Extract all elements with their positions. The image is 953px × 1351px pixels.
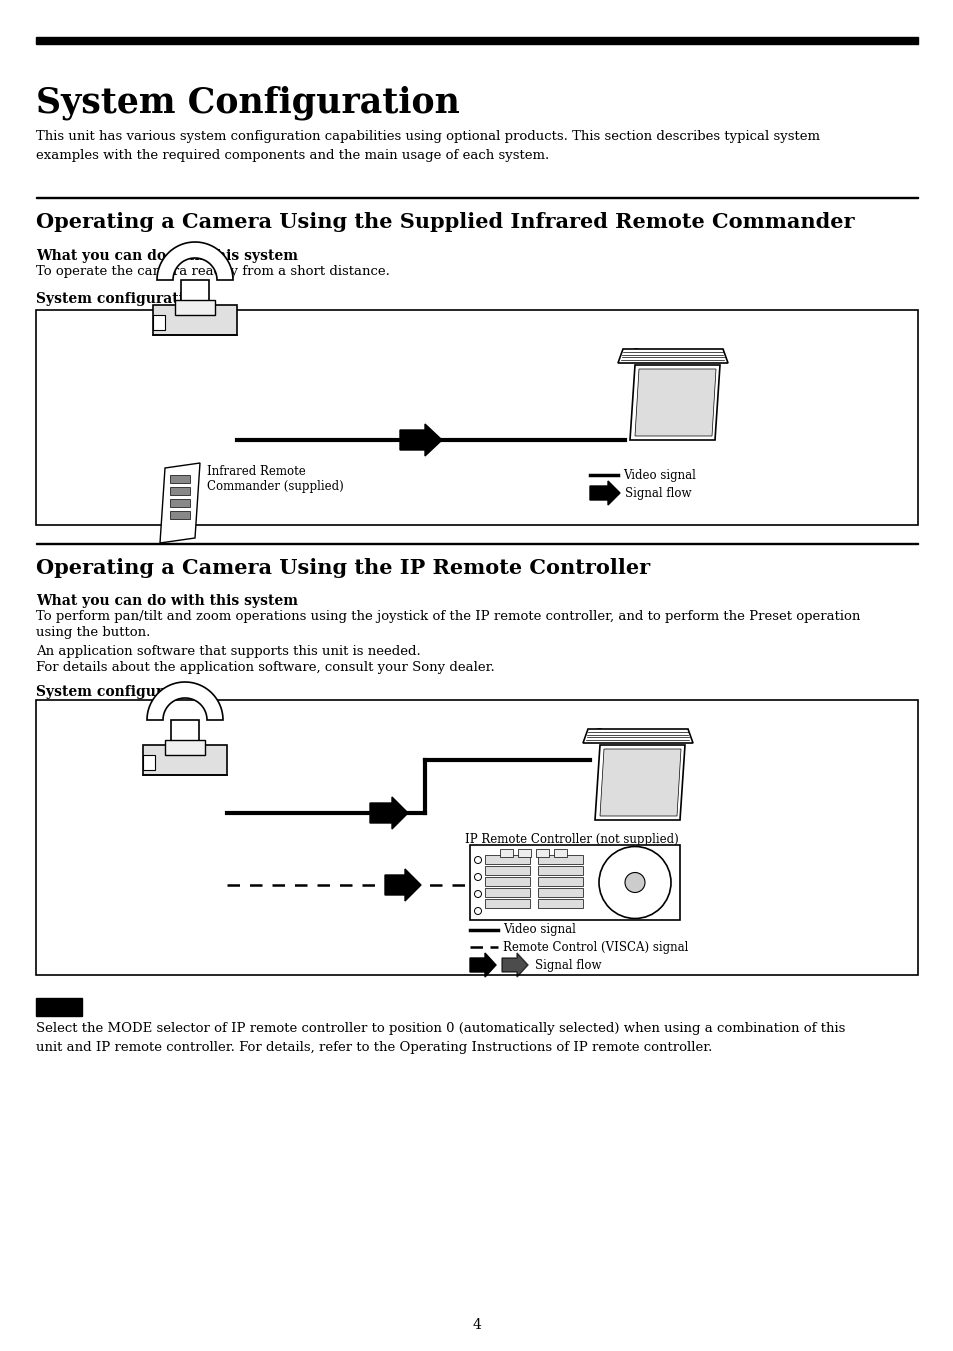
Bar [536, 848, 548, 857]
Bar [517, 848, 531, 857]
Text: Note: Note [38, 998, 70, 1012]
Text: To operate the camera readily from a short distance.: To operate the camera readily from a sho… [36, 265, 390, 278]
Text: An application software that supports this unit is needed.: An application software that supports th… [36, 644, 420, 658]
Bar [143, 744, 227, 775]
Bar [170, 476, 190, 484]
Bar [170, 499, 190, 507]
Bar [537, 898, 582, 908]
Bar [36, 196, 917, 199]
Polygon shape [147, 682, 223, 720]
Text: Remote Control (VISCA) signal: Remote Control (VISCA) signal [502, 940, 688, 954]
Polygon shape [582, 730, 692, 743]
Polygon shape [618, 349, 727, 363]
Ellipse shape [474, 890, 481, 897]
Bar [470, 844, 679, 920]
Ellipse shape [474, 908, 481, 915]
Text: Video signal: Video signal [622, 469, 695, 481]
Bar [152, 315, 165, 330]
Polygon shape [501, 952, 527, 977]
Bar [36, 36, 917, 45]
Bar [36, 309, 917, 526]
Bar [170, 486, 190, 494]
Polygon shape [470, 952, 496, 977]
Text: System configuration: System configuration [36, 292, 203, 305]
Polygon shape [157, 242, 233, 280]
Text: Signal flow: Signal flow [624, 486, 691, 500]
Ellipse shape [474, 874, 481, 881]
Ellipse shape [474, 857, 481, 863]
Bar [537, 855, 582, 865]
Polygon shape [160, 463, 200, 543]
Text: What you can do with this system: What you can do with this system [36, 594, 297, 608]
Text: using the button.: using the button. [36, 626, 151, 639]
Bar [143, 755, 154, 770]
Bar [554, 848, 566, 857]
Polygon shape [635, 369, 716, 436]
Text: Computer: Computer [629, 349, 693, 361]
Text: Select the MODE selector of IP remote controller to position 0 (automatically se: Select the MODE selector of IP remote co… [36, 1021, 844, 1054]
Bar [152, 305, 236, 335]
Text: What you can do with this system: What you can do with this system [36, 249, 297, 263]
Bar [499, 848, 513, 857]
Text: Video signal: Video signal [502, 924, 576, 936]
Polygon shape [589, 481, 619, 505]
Polygon shape [595, 744, 684, 820]
Text: Operating a Camera Using the Supplied Infrared Remote Commander: Operating a Camera Using the Supplied In… [36, 212, 854, 232]
Polygon shape [385, 869, 420, 901]
Polygon shape [629, 365, 720, 440]
Polygon shape [599, 748, 680, 816]
Bar [181, 280, 209, 305]
Bar [484, 866, 530, 875]
Text: IP Remote Controller (not supplied): IP Remote Controller (not supplied) [464, 834, 678, 846]
Text: System Configuration: System Configuration [36, 85, 459, 119]
Bar [170, 511, 190, 519]
Polygon shape [370, 797, 408, 830]
Bar [484, 877, 530, 886]
Text: Computer: Computer [593, 728, 656, 740]
Text: For details about the application software, consult your Sony dealer.: For details about the application softwa… [36, 661, 495, 674]
Bar [165, 740, 205, 755]
Text: System configuration: System configuration [36, 685, 203, 698]
Ellipse shape [598, 847, 670, 919]
Bar [484, 855, 530, 865]
Text: Signal flow: Signal flow [535, 958, 601, 971]
Bar [537, 877, 582, 886]
Bar [537, 866, 582, 875]
Polygon shape [399, 424, 441, 457]
Bar [36, 700, 917, 975]
Ellipse shape [624, 873, 644, 893]
Bar [171, 720, 199, 744]
Bar [36, 998, 82, 1016]
Bar [484, 888, 530, 897]
Bar [174, 300, 214, 315]
Bar [484, 898, 530, 908]
Bar [537, 888, 582, 897]
Text: Infrared Remote
Commander (supplied): Infrared Remote Commander (supplied) [207, 465, 343, 493]
Text: 4: 4 [472, 1319, 481, 1332]
Text: To perform pan/tilt and zoom operations using the joystick of the IP remote cont: To perform pan/tilt and zoom operations … [36, 611, 860, 623]
Bar [36, 543, 917, 544]
Text: This unit has various system configuration capabilities using optional products.: This unit has various system configurati… [36, 130, 820, 162]
Text: Operating a Camera Using the IP Remote Controller: Operating a Camera Using the IP Remote C… [36, 558, 649, 578]
